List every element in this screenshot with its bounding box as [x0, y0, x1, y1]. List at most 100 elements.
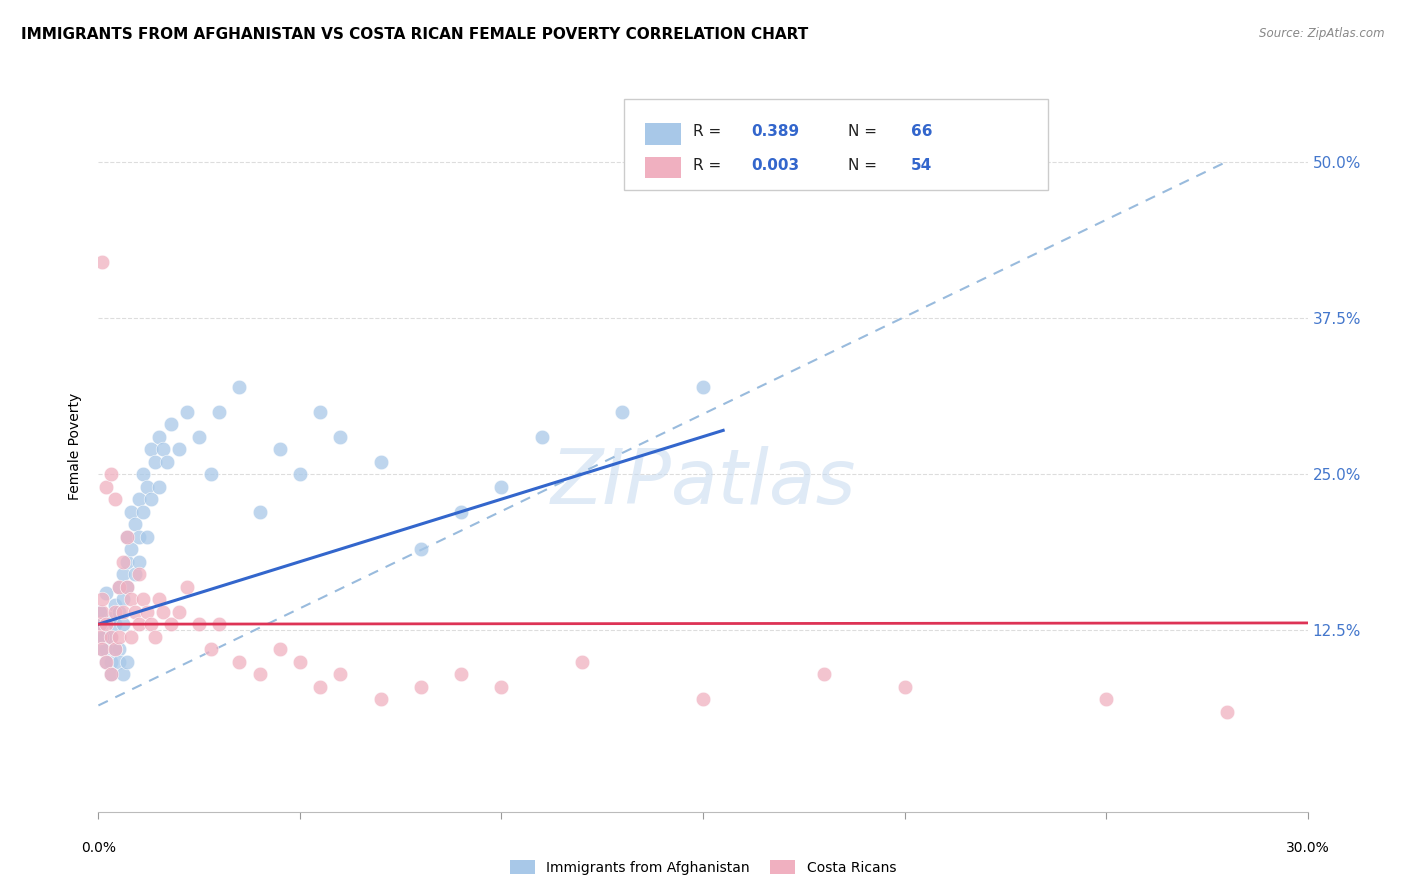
Point — [111, 592, 134, 607]
Point — [124, 517, 146, 532]
Point — [100, 467, 122, 482]
Point — [103, 605, 125, 619]
Point — [370, 692, 392, 706]
Point — [329, 429, 352, 443]
Point — [100, 667, 122, 681]
Point — [160, 617, 183, 632]
Point — [103, 617, 125, 632]
Point — [135, 605, 157, 619]
Point — [132, 467, 155, 482]
Point — [89, 617, 111, 632]
Point — [111, 667, 134, 681]
Point — [115, 530, 138, 544]
Point — [571, 655, 593, 669]
Text: N =: N = — [848, 158, 882, 173]
Point — [309, 680, 332, 694]
Text: 30.0%: 30.0% — [1285, 841, 1330, 855]
Point — [692, 379, 714, 393]
Point — [111, 617, 134, 632]
Point — [128, 567, 150, 582]
Point — [176, 404, 198, 418]
Point — [139, 442, 162, 457]
Point — [491, 480, 513, 494]
Point — [103, 642, 125, 657]
Bar — [645, 156, 682, 178]
Point — [692, 692, 714, 706]
Point — [100, 630, 122, 644]
Point — [208, 404, 231, 418]
Point — [91, 592, 114, 607]
Point — [100, 630, 122, 644]
Point — [139, 617, 162, 632]
Point — [100, 611, 122, 625]
Point — [111, 555, 134, 569]
Point — [893, 680, 915, 694]
Point — [124, 605, 146, 619]
Point — [96, 655, 118, 669]
Point — [89, 617, 111, 632]
Point — [249, 667, 271, 681]
Point — [813, 667, 835, 681]
Point — [111, 605, 134, 619]
Point — [269, 642, 291, 657]
Point — [107, 580, 129, 594]
Point — [530, 429, 553, 443]
Point — [111, 567, 134, 582]
Point — [208, 617, 231, 632]
Point — [93, 630, 115, 644]
Point — [115, 530, 138, 544]
Text: ZIPatlas: ZIPatlas — [550, 446, 856, 519]
Point — [167, 442, 190, 457]
Point — [120, 630, 142, 644]
Point — [107, 655, 129, 669]
Legend: Immigrants from Afghanistan, Costa Ricans: Immigrants from Afghanistan, Costa Rican… — [505, 855, 901, 880]
Point — [103, 492, 125, 507]
Point — [91, 642, 114, 657]
Text: 66: 66 — [911, 124, 932, 139]
Point — [612, 404, 634, 418]
Point — [91, 617, 114, 632]
Point — [91, 642, 114, 657]
Point — [160, 417, 183, 431]
Y-axis label: Female Poverty: Female Poverty — [69, 392, 83, 500]
Point — [135, 530, 157, 544]
FancyBboxPatch shape — [624, 99, 1047, 190]
Point — [143, 455, 166, 469]
Point — [89, 630, 111, 644]
Point — [409, 542, 432, 557]
Point — [120, 542, 142, 557]
Bar — [645, 123, 682, 145]
Point — [91, 630, 114, 644]
Point — [409, 680, 432, 694]
Point — [89, 605, 111, 619]
Point — [115, 655, 138, 669]
Point — [148, 480, 170, 494]
Point — [128, 530, 150, 544]
Text: 0.0%: 0.0% — [82, 841, 115, 855]
Point — [200, 467, 222, 482]
Point — [309, 404, 332, 418]
Point — [450, 505, 472, 519]
Point — [1095, 692, 1118, 706]
Point — [124, 567, 146, 582]
Point — [100, 655, 122, 669]
Point — [91, 605, 114, 619]
Point — [370, 455, 392, 469]
Point — [107, 580, 129, 594]
Point — [96, 617, 118, 632]
Point — [228, 379, 250, 393]
Point — [148, 592, 170, 607]
Point — [128, 617, 150, 632]
Point — [96, 586, 118, 600]
Text: 54: 54 — [911, 158, 932, 173]
Point — [96, 480, 118, 494]
Point — [228, 655, 250, 669]
Point — [152, 442, 174, 457]
Point — [115, 580, 138, 594]
Point — [249, 505, 271, 519]
Point — [107, 630, 129, 644]
Point — [115, 580, 138, 594]
Text: 0.003: 0.003 — [751, 158, 800, 173]
Point — [491, 680, 513, 694]
Point — [152, 605, 174, 619]
